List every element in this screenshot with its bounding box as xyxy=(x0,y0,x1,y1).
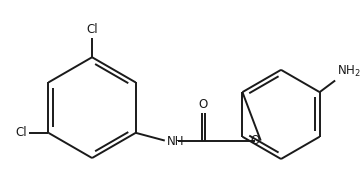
Text: Cl: Cl xyxy=(16,126,27,139)
Text: O: O xyxy=(250,134,260,147)
Text: NH$_2$: NH$_2$ xyxy=(337,64,361,79)
Text: NH: NH xyxy=(167,135,184,148)
Text: O: O xyxy=(198,98,207,111)
Text: Cl: Cl xyxy=(86,23,98,36)
